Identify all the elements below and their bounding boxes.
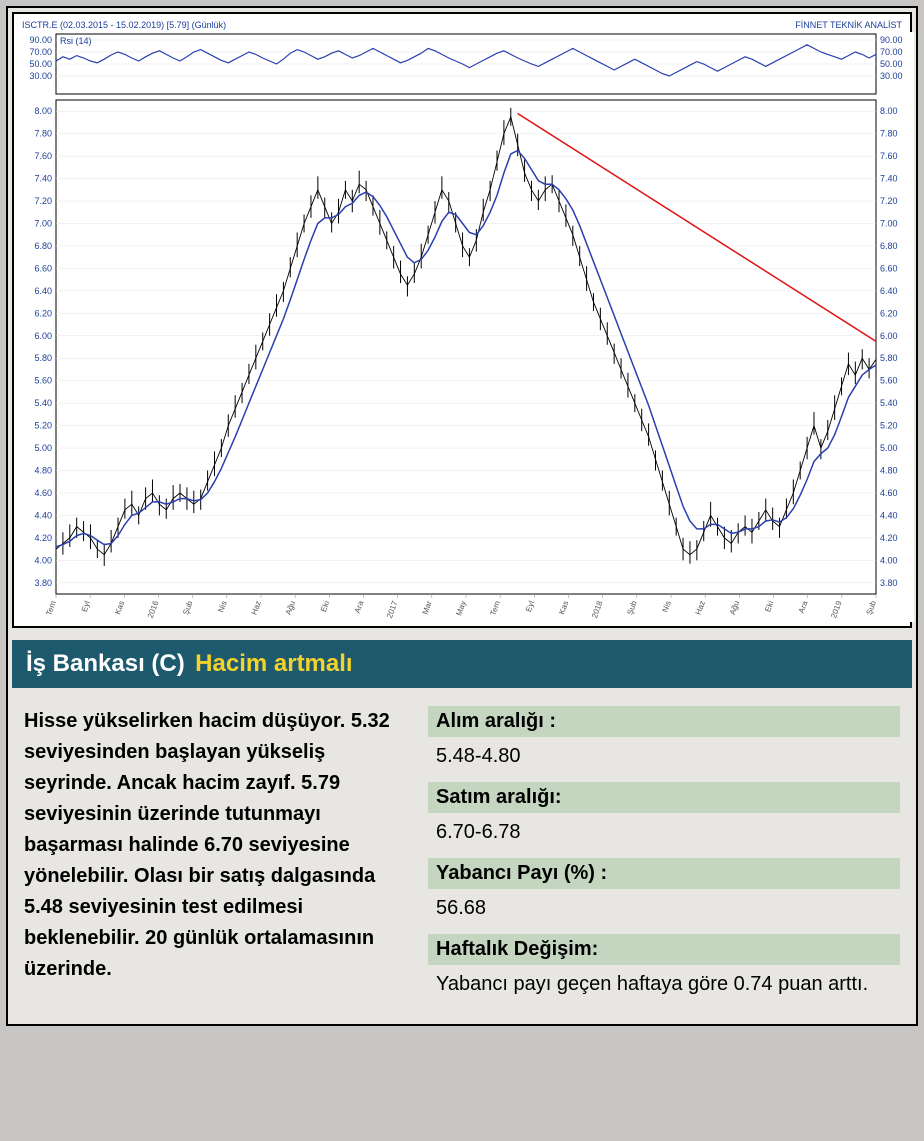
title-band: İş Bankası (C) Hacim artmalı	[12, 640, 912, 688]
svg-text:90.00: 90.00	[880, 35, 903, 45]
svg-text:4.00: 4.00	[34, 555, 52, 565]
svg-text:7.80: 7.80	[880, 129, 898, 139]
svg-text:90.00: 90.00	[29, 35, 52, 45]
svg-text:7.20: 7.20	[34, 196, 52, 206]
stats-block: Alım aralığı : 5.48-4.80 Satım aralığı: …	[428, 706, 900, 1010]
svg-text:4.40: 4.40	[34, 510, 52, 520]
svg-text:7.00: 7.00	[34, 219, 52, 229]
svg-text:4.00: 4.00	[880, 555, 898, 565]
analysis-text: Hisse yükselirken hacim düşüyor. 5.32 se…	[24, 706, 404, 1010]
svg-text:4.60: 4.60	[880, 488, 898, 498]
svg-text:5.00: 5.00	[34, 443, 52, 453]
svg-text:6.80: 6.80	[34, 241, 52, 251]
svg-text:6.20: 6.20	[880, 308, 898, 318]
svg-text:4.20: 4.20	[880, 533, 898, 543]
svg-text:70.00: 70.00	[880, 47, 903, 57]
buy-range-value: 5.48-4.80	[428, 741, 900, 782]
foreign-share-label: Yabancı Payı (%) :	[428, 858, 900, 889]
svg-text:70.00: 70.00	[29, 47, 52, 57]
svg-text:5.80: 5.80	[34, 353, 52, 363]
chart-header-left: ISCTR.E (02.03.2015 - 15.02.2019) [5.79]…	[22, 20, 226, 30]
svg-text:6.00: 6.00	[34, 331, 52, 341]
page-frame: ISCTR.E (02.03.2015 - 15.02.2019) [5.79]…	[6, 6, 918, 1026]
svg-text:4.40: 4.40	[880, 510, 898, 520]
chart-container: ISCTR.E (02.03.2015 - 15.02.2019) [5.79]…	[12, 12, 912, 628]
sell-range-value: 6.70-6.78	[428, 817, 900, 858]
svg-text:30.00: 30.00	[29, 71, 52, 81]
svg-text:5.40: 5.40	[34, 398, 52, 408]
svg-text:6.40: 6.40	[880, 286, 898, 296]
buy-range-label: Alım aralığı :	[428, 706, 900, 737]
svg-text:7.60: 7.60	[880, 151, 898, 161]
sell-range-label: Satım aralığı:	[428, 782, 900, 813]
chart-header-right: FİNNET TEKNİK ANALİST	[795, 20, 902, 30]
svg-text:5.80: 5.80	[880, 353, 898, 363]
svg-text:7.20: 7.20	[880, 196, 898, 206]
svg-text:3.80: 3.80	[880, 578, 898, 588]
svg-text:4.80: 4.80	[34, 466, 52, 476]
svg-text:4.80: 4.80	[880, 466, 898, 476]
content-columns: Hisse yükselirken hacim düşüyor. 5.32 se…	[12, 688, 912, 1020]
stock-comment: Hacim artmalı	[195, 650, 352, 677]
stock-chart: 30.00 30.00 50.00 50.00 70.00 70.00 90.00 90.00…	[18, 32, 914, 622]
svg-text:50.00: 50.00	[880, 59, 903, 69]
svg-text:5.60: 5.60	[34, 376, 52, 386]
stock-name: İş Bankası (C)	[26, 650, 185, 677]
svg-text:4.20: 4.20	[34, 533, 52, 543]
svg-text:6.80: 6.80	[880, 241, 898, 251]
svg-text:7.60: 7.60	[34, 151, 52, 161]
svg-text:3.80: 3.80	[34, 578, 52, 588]
svg-text:4.60: 4.60	[34, 488, 52, 498]
svg-text:5.00: 5.00	[880, 443, 898, 453]
svg-text:Rsi (14): Rsi (14)	[60, 36, 92, 46]
svg-text:6.40: 6.40	[34, 286, 52, 296]
svg-text:8.00: 8.00	[34, 106, 52, 116]
svg-text:5.40: 5.40	[880, 398, 898, 408]
svg-text:6.00: 6.00	[880, 331, 898, 341]
svg-text:6.60: 6.60	[34, 263, 52, 273]
svg-text:5.20: 5.20	[880, 421, 898, 431]
foreign-share-value: 56.68	[428, 893, 900, 934]
svg-text:7.40: 7.40	[880, 174, 898, 184]
svg-text:7.00: 7.00	[880, 219, 898, 229]
svg-text:5.60: 5.60	[880, 376, 898, 386]
svg-text:5.20: 5.20	[34, 421, 52, 431]
svg-text:6.20: 6.20	[34, 308, 52, 318]
weekly-change-label: Haftalık Değişim:	[428, 934, 900, 965]
weekly-change-value: Yabancı payı geçen haftaya göre 0.74 pua…	[428, 969, 900, 1010]
svg-text:6.60: 6.60	[880, 263, 898, 273]
svg-text:30.00: 30.00	[880, 71, 903, 81]
chart-header: ISCTR.E (02.03.2015 - 15.02.2019) [5.79]…	[18, 18, 906, 32]
svg-text:50.00: 50.00	[29, 59, 52, 69]
svg-text:8.00: 8.00	[880, 106, 898, 116]
svg-text:7.40: 7.40	[34, 174, 52, 184]
svg-text:7.80: 7.80	[34, 129, 52, 139]
